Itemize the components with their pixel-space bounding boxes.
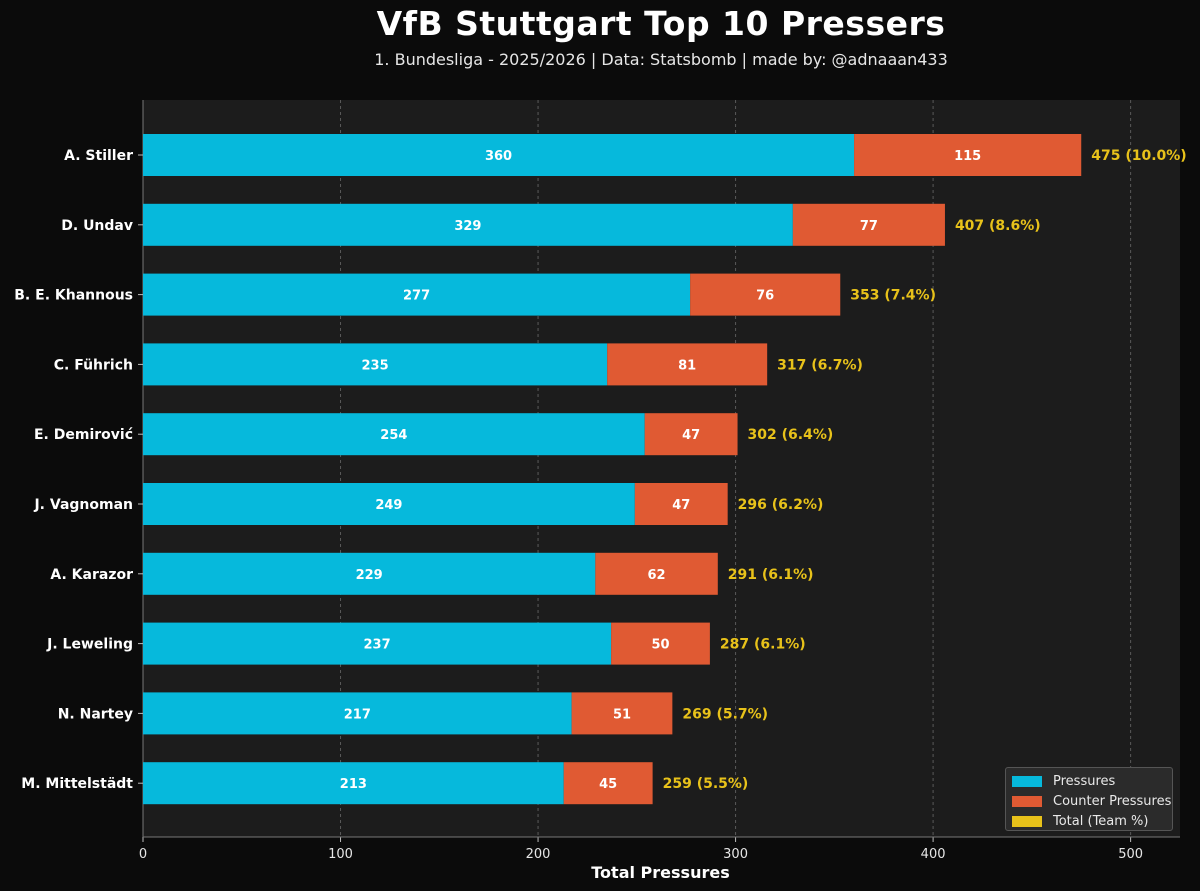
bar-pressures bbox=[143, 413, 645, 456]
legend-item-pressures: Pressures bbox=[1012, 771, 1172, 791]
data-label-total: 353 (7.4%) bbox=[850, 288, 936, 304]
x-tick-label: 500 bbox=[1118, 847, 1143, 862]
y-tick-label: M. Mittelstädt bbox=[21, 776, 133, 792]
data-label-pressures: 217 bbox=[344, 707, 371, 722]
bar-pressures bbox=[143, 273, 691, 316]
y-tick-label: A. Stiller bbox=[64, 148, 133, 164]
bar-pressures bbox=[143, 552, 596, 595]
legend-label-pressures: Pressures bbox=[1053, 773, 1116, 789]
y-tick-label: J. Vagnoman bbox=[33, 497, 133, 513]
bar-pressures bbox=[143, 203, 793, 246]
data-label-total: 296 (6.2%) bbox=[738, 497, 824, 513]
data-label-pressures: 329 bbox=[454, 219, 481, 234]
data-label-total: 302 (6.4%) bbox=[748, 427, 834, 443]
data-label-total: 291 (6.1%) bbox=[728, 567, 814, 583]
data-label-pressures: 254 bbox=[380, 428, 407, 443]
bar-pressures bbox=[143, 762, 564, 805]
bar-counter-pressures bbox=[644, 413, 738, 456]
bar-pressures bbox=[143, 343, 608, 386]
data-label-counter-pressures: 81 bbox=[678, 358, 696, 373]
data-label-total: 269 (5.7%) bbox=[682, 706, 768, 722]
bar-pressures bbox=[143, 622, 612, 665]
x-axis-label: Total Pressures bbox=[591, 863, 729, 882]
bar-pressures bbox=[143, 483, 635, 525]
bar-counter-pressures bbox=[634, 483, 728, 525]
data-label-counter-pressures: 50 bbox=[651, 638, 669, 653]
chart-subtitle: 1. Bundesliga - 2025/2026 | Data: Statsb… bbox=[374, 50, 948, 69]
data-label-pressures: 360 bbox=[485, 149, 512, 164]
data-label-counter-pressures: 77 bbox=[860, 219, 878, 234]
legend-label-total: Total (Team %) bbox=[1053, 813, 1149, 829]
data-label-total: 287 (6.1%) bbox=[720, 637, 806, 653]
bar-counter-pressures bbox=[854, 134, 1082, 176]
data-label-counter-pressures: 45 bbox=[599, 777, 617, 792]
bar-pressures bbox=[143, 134, 855, 176]
y-tick-label: A. Karazor bbox=[50, 567, 133, 583]
legend-swatch-total bbox=[1012, 815, 1042, 827]
data-label-counter-pressures: 62 bbox=[648, 568, 666, 583]
chart-legend: Pressures Counter Pressures Total (Team … bbox=[1005, 767, 1173, 831]
bar-counter-pressures bbox=[595, 552, 718, 595]
data-label-counter-pressures: 47 bbox=[672, 498, 690, 513]
x-tick-label: 0 bbox=[139, 847, 147, 862]
data-label-total: 407 (8.6%) bbox=[955, 218, 1041, 234]
x-tick-label: 400 bbox=[921, 847, 946, 862]
legend-swatch-pressures bbox=[1012, 775, 1042, 787]
data-label-pressures: 229 bbox=[356, 568, 383, 583]
y-tick-label: B. E. Khannous bbox=[14, 288, 133, 304]
legend-item-counter-pressures: Counter Pressures bbox=[1012, 791, 1172, 811]
bar-counter-pressures bbox=[607, 343, 768, 386]
data-label-total: 317 (6.7%) bbox=[777, 357, 863, 373]
bar-pressures bbox=[143, 692, 572, 735]
x-tick-label: 300 bbox=[723, 847, 748, 862]
data-label-total: 259 (5.5%) bbox=[663, 776, 749, 792]
bar-counter-pressures bbox=[571, 692, 673, 735]
data-label-counter-pressures: 47 bbox=[682, 428, 700, 443]
y-tick-label: C. Führich bbox=[54, 357, 133, 373]
bar-counter-pressures bbox=[792, 203, 945, 246]
x-tick-label: 100 bbox=[328, 847, 353, 862]
data-label-pressures: 249 bbox=[375, 498, 402, 513]
y-tick-label: J. Leweling bbox=[46, 637, 133, 653]
x-tick-label: 200 bbox=[526, 847, 551, 862]
bar-counter-pressures bbox=[690, 273, 841, 316]
data-label-pressures: 213 bbox=[340, 777, 367, 792]
data-label-pressures: 235 bbox=[362, 358, 389, 373]
y-tick-label: E. Demirović bbox=[34, 427, 133, 443]
data-label-pressures: 237 bbox=[363, 638, 390, 653]
data-label-counter-pressures: 76 bbox=[756, 289, 774, 304]
data-label-pressures: 277 bbox=[403, 289, 430, 304]
data-label-total: 475 (10.0%) bbox=[1091, 148, 1186, 164]
y-tick-label: N. Nartey bbox=[58, 706, 133, 722]
bar-counter-pressures bbox=[563, 762, 653, 805]
data-label-counter-pressures: 115 bbox=[954, 149, 981, 164]
chart-title: VfB Stuttgart Top 10 Pressers bbox=[376, 4, 946, 43]
y-tick-label: D. Undav bbox=[61, 218, 133, 234]
data-label-counter-pressures: 51 bbox=[613, 707, 631, 722]
legend-label-counter-pressures: Counter Pressures bbox=[1053, 793, 1172, 809]
legend-swatch-counter-pressures bbox=[1012, 795, 1042, 807]
legend-item-total: Total (Team %) bbox=[1012, 811, 1172, 831]
bar-counter-pressures bbox=[611, 622, 710, 665]
